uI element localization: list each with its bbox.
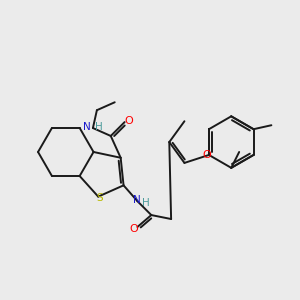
- Text: O: O: [202, 150, 211, 160]
- Text: N: N: [133, 195, 140, 205]
- Text: S: S: [96, 193, 103, 202]
- Text: N: N: [83, 122, 91, 132]
- Text: O: O: [129, 224, 138, 234]
- Text: H: H: [142, 198, 150, 208]
- Text: H: H: [95, 122, 103, 132]
- Text: O: O: [124, 116, 133, 126]
